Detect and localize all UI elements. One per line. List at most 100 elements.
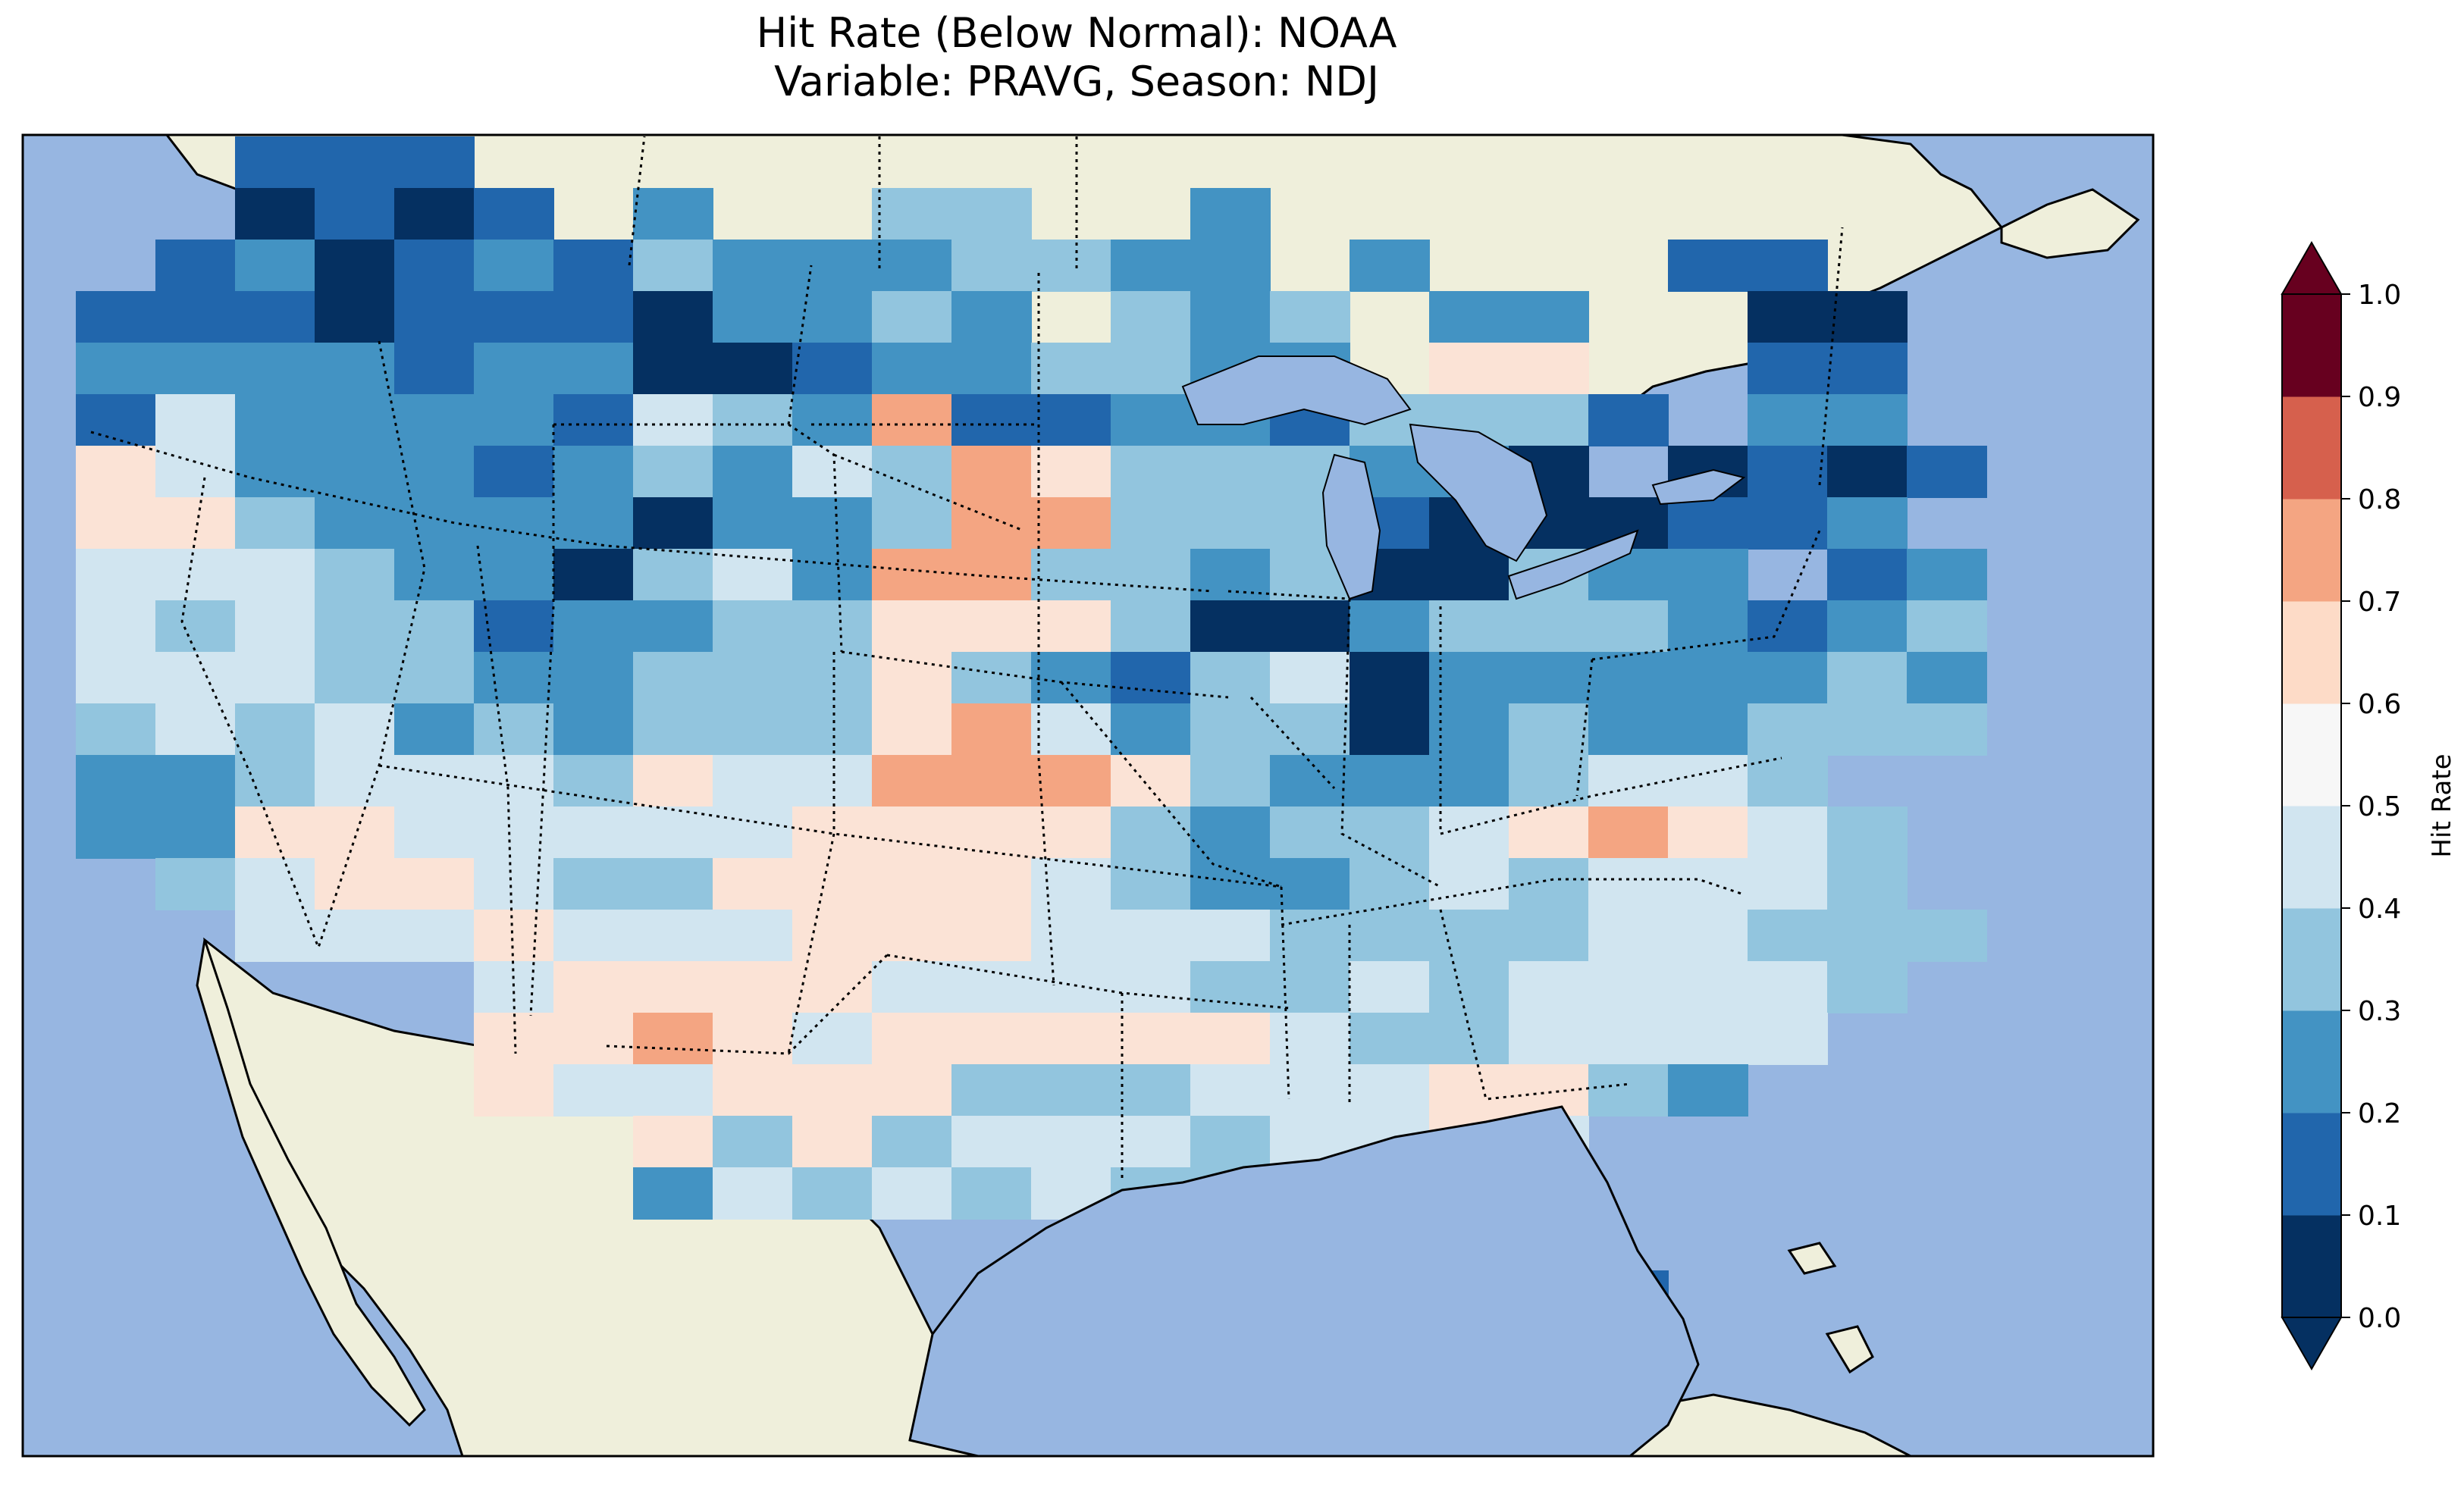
hit-rate-cell — [394, 240, 475, 292]
hit-rate-cell — [1270, 652, 1350, 704]
hit-rate-cell — [315, 755, 395, 807]
map-title-line1: Hit Rate (Below Normal): NOAA — [756, 9, 1397, 57]
hit-rate-cell — [394, 600, 475, 653]
state-borders — [90, 136, 1844, 1182]
colorbar-extend-under — [2281, 1317, 2343, 1371]
hit-rate-cell — [315, 188, 395, 240]
hit-rate-cell — [553, 343, 634, 395]
hit-rate-cell — [1668, 961, 1748, 1013]
hit-rate-cell — [713, 652, 793, 704]
hit-rate-cell — [235, 807, 315, 859]
colorbar-bin — [2282, 1113, 2341, 1216]
hit-rate-cell — [713, 1116, 793, 1168]
hit-rate-cell — [1588, 910, 1669, 962]
hit-rate-cell — [951, 961, 1032, 1013]
hit-rate-cell — [394, 652, 475, 704]
hit-rate-cell — [872, 703, 952, 756]
hit-rate-cell — [1429, 961, 1509, 1013]
hit-rate-cell — [1509, 910, 1589, 962]
colorbar-extend-over — [2281, 240, 2343, 295]
hit-rate-cell — [1748, 1013, 1828, 1065]
hit-rate-cell — [633, 755, 713, 807]
hit-rate-cell — [235, 858, 315, 910]
hit-rate-cell — [235, 652, 315, 704]
hit-rate-cell — [1429, 343, 1509, 395]
hit-rate-cell — [633, 910, 713, 962]
hit-rate-cell — [1748, 497, 1828, 550]
hit-rate-cell — [713, 1167, 793, 1220]
hit-rate-cell — [474, 858, 554, 910]
hit-rate-cell — [951, 394, 1032, 446]
hit-rate-cell — [1668, 858, 1748, 910]
colorbar-tick-label: 0.2 — [2358, 1098, 2401, 1129]
hit-rate-cell — [1588, 1064, 1669, 1117]
hit-rate-cell — [872, 549, 952, 601]
hit-rate-cell — [235, 755, 315, 807]
hit-rate-cell — [1031, 755, 1111, 807]
hit-rate-cell — [792, 910, 873, 962]
hit-rate-cell — [1509, 807, 1589, 859]
colorbar-bin — [2282, 908, 2341, 1011]
hit-rate-cell — [633, 961, 713, 1013]
hit-rate-cell — [315, 497, 395, 550]
hit-rate-cell — [713, 343, 793, 395]
hit-rate-cell — [713, 446, 793, 498]
hit-rate-cell — [1748, 652, 1828, 704]
hit-rate-cell — [1748, 755, 1828, 807]
colorbar-bin — [2282, 396, 2341, 500]
hit-rate-cell — [633, 394, 713, 446]
hit-rate-cell — [235, 703, 315, 756]
hit-rate-cell — [235, 497, 315, 550]
hit-rate-cell — [474, 240, 554, 292]
hit-rate-cell — [1827, 549, 1908, 601]
hit-rate-cell — [1031, 1013, 1111, 1065]
hit-rate-cell — [1827, 343, 1908, 395]
hit-rate-cell — [1031, 240, 1111, 292]
hit-rate-cell — [235, 549, 315, 601]
hit-rate-cell — [1668, 755, 1748, 807]
hit-rate-cell — [1668, 549, 1748, 601]
hit-rate-cell — [872, 188, 952, 240]
hit-rate-cell — [633, 858, 713, 910]
colorbar-bin — [2282, 806, 2341, 909]
hit-rate-cell — [951, 1116, 1032, 1168]
hit-rate-cell — [1111, 703, 1191, 756]
hit-rate-cell — [633, 600, 713, 653]
hit-rate-cell — [1907, 910, 1987, 962]
hit-rate-cell — [155, 755, 236, 807]
hit-rate-cell — [713, 600, 793, 653]
hit-rate-cell — [76, 343, 156, 395]
hit-rate-cell — [1111, 549, 1191, 601]
hit-rate-cell — [633, 703, 713, 756]
hit-rate-cell — [1190, 188, 1271, 240]
colorbar-bin — [2282, 1010, 2341, 1113]
hit-rate-cell — [474, 703, 554, 756]
hit-rate-cell — [76, 703, 156, 756]
hit-rate-cell — [792, 1064, 873, 1117]
hit-rate-cell — [1668, 652, 1748, 704]
hit-rate-cell — [792, 240, 873, 292]
hit-rate-cell — [1429, 291, 1509, 343]
hit-rate-cell — [792, 394, 873, 446]
hit-rate-cell — [315, 600, 395, 653]
hit-rate-cell — [394, 703, 475, 756]
hit-rate-cell — [1509, 961, 1589, 1013]
lake-superior — [1181, 355, 1412, 426]
colorbar-tick-label: 1.0 — [2358, 280, 2401, 311]
hit-rate-cell — [1270, 1064, 1350, 1117]
hit-rate-cell — [633, 188, 713, 240]
hit-rate-cell — [155, 858, 236, 910]
hit-rate-cell — [76, 394, 156, 446]
hit-rate-cell — [553, 755, 634, 807]
hit-rate-cell — [1827, 703, 1908, 756]
hit-rate-cell — [1509, 755, 1589, 807]
hit-rate-cell — [1350, 910, 1430, 962]
baja-land — [196, 939, 426, 1427]
hit-rate-cell — [1031, 961, 1111, 1013]
hit-rate-cell — [1111, 240, 1191, 292]
hit-rate-cell — [1827, 652, 1908, 704]
hit-rate-cell — [553, 858, 634, 910]
hit-rate-cell — [1588, 961, 1669, 1013]
hit-rate-cell — [713, 961, 793, 1013]
hit-rate-cell — [951, 497, 1032, 550]
